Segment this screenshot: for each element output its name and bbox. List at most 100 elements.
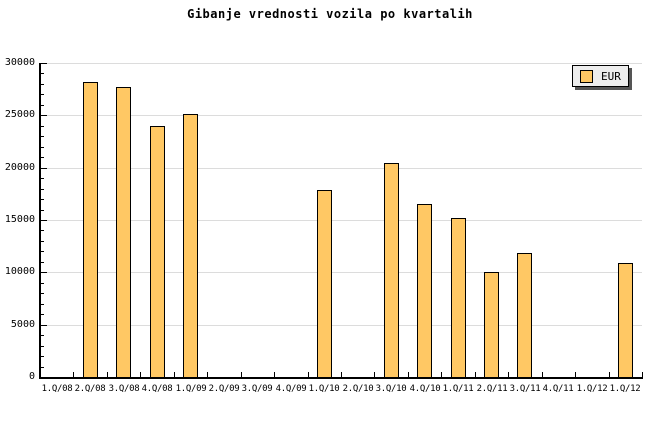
y-major-tick <box>41 63 47 64</box>
bar <box>150 126 165 378</box>
bar <box>116 87 131 378</box>
y-minor-tick <box>41 147 44 148</box>
y-minor-tick <box>41 126 44 127</box>
y-tick-label: 10000 <box>4 266 35 277</box>
x-tick-label: 2.Q/09 <box>208 384 240 394</box>
x-tick-label: 2.Q/08 <box>74 384 106 394</box>
legend: EUR <box>572 65 629 87</box>
x-tick <box>207 372 208 377</box>
x-tick <box>408 372 409 377</box>
y-tick-label: 15000 <box>4 214 35 225</box>
y-gridline <box>40 325 642 326</box>
y-minor-tick <box>41 304 44 305</box>
x-tick-label: 1.Q/10 <box>308 384 340 394</box>
x-tick <box>308 372 309 377</box>
y-major-tick <box>41 220 47 221</box>
x-axis <box>39 377 643 379</box>
y-minor-tick <box>41 178 44 179</box>
x-tick <box>575 372 576 377</box>
x-tick <box>642 372 643 377</box>
y-minor-tick <box>41 283 44 284</box>
y-gridline <box>40 168 642 169</box>
y-minor-tick <box>41 189 44 190</box>
y-major-tick <box>41 168 47 169</box>
x-tick-label: 1.Q/12 <box>576 384 608 394</box>
chart-title: Gibanje vrednosti vozila po kvartalih <box>187 7 473 21</box>
y-minor-tick <box>41 94 44 95</box>
bar <box>484 272 499 378</box>
x-tick-label: 4.Q/09 <box>275 384 307 394</box>
y-major-tick <box>41 115 47 116</box>
x-tick-label: 1.Q/12 <box>609 384 641 394</box>
y-tick-label: 5000 <box>10 319 35 330</box>
y-major-tick <box>41 272 47 273</box>
x-tick-label: 2.Q/11 <box>476 384 508 394</box>
y-major-tick <box>41 377 47 378</box>
y-minor-tick <box>41 346 44 347</box>
legend-swatch-eur <box>580 69 593 83</box>
x-tick-label: 2.Q/10 <box>342 384 374 394</box>
x-tick <box>475 372 476 377</box>
x-tick <box>241 372 242 377</box>
y-minor-tick <box>41 73 44 74</box>
x-tick-label: 1.Q/08 <box>41 384 73 394</box>
y-minor-tick <box>41 335 44 336</box>
legend-label: EUR <box>601 69 621 83</box>
y-minor-tick <box>41 210 44 211</box>
x-tick <box>542 372 543 377</box>
x-tick-label: 4.Q/08 <box>141 384 173 394</box>
x-tick-label: 3.Q/10 <box>375 384 407 394</box>
y-minor-tick <box>41 241 44 242</box>
bar <box>183 114 198 378</box>
y-gridline <box>40 272 642 273</box>
y-minor-tick <box>41 157 44 158</box>
y-minor-tick <box>41 293 44 294</box>
y-major-tick <box>41 325 47 326</box>
x-tick <box>73 372 74 377</box>
y-minor-tick <box>41 136 44 137</box>
x-tick <box>274 372 275 377</box>
y-tick-label: 25000 <box>4 109 35 120</box>
x-tick <box>441 372 442 377</box>
bar <box>83 82 98 378</box>
x-tick-label: 4.Q/10 <box>409 384 441 394</box>
bar <box>618 263 633 378</box>
x-tick <box>107 372 108 377</box>
y-minor-tick <box>41 367 44 368</box>
x-tick <box>174 372 175 377</box>
y-minor-tick <box>41 230 44 231</box>
bar <box>384 163 399 378</box>
y-minor-tick <box>41 356 44 357</box>
y-minor-tick <box>41 314 44 315</box>
x-tick-label: 4.Q/11 <box>542 384 574 394</box>
y-gridline <box>40 115 642 116</box>
x-tick-label: 3.Q/09 <box>241 384 273 394</box>
bar <box>317 190 332 378</box>
x-tick <box>374 372 375 377</box>
y-gridline <box>40 63 642 64</box>
x-tick <box>609 372 610 377</box>
x-tick-label: 1.Q/09 <box>175 384 207 394</box>
y-gridline <box>40 220 642 221</box>
x-tick <box>40 372 41 377</box>
bar <box>451 218 466 378</box>
y-minor-tick <box>41 199 44 200</box>
y-minor-tick <box>41 105 44 106</box>
x-tick <box>140 372 141 377</box>
y-minor-tick <box>41 262 44 263</box>
x-tick-label: 3.Q/08 <box>108 384 140 394</box>
x-tick-label: 3.Q/11 <box>509 384 541 394</box>
y-tick-label: 0 <box>28 371 35 382</box>
y-minor-tick <box>41 251 44 252</box>
x-tick-label: 1.Q/11 <box>442 384 474 394</box>
bar <box>517 253 532 378</box>
y-axis <box>39 63 41 379</box>
x-tick <box>508 372 509 377</box>
y-tick-label: 30000 <box>4 57 35 68</box>
y-tick-label: 20000 <box>4 162 35 173</box>
y-minor-tick <box>41 84 44 85</box>
bar <box>417 204 432 378</box>
x-tick <box>341 372 342 377</box>
